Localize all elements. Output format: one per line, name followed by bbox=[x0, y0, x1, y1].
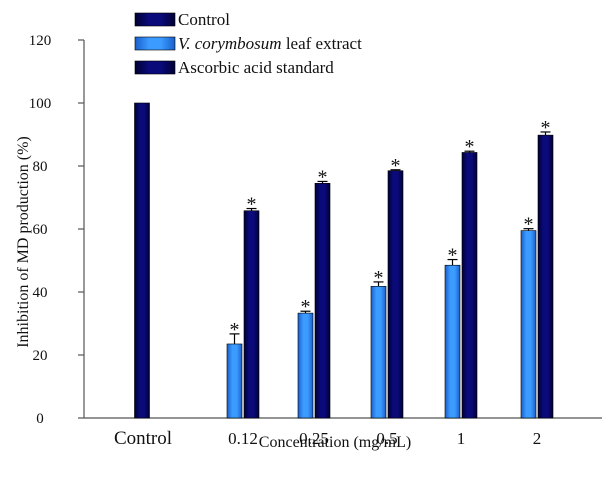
x-axis-title: Concentration (mg/mL) bbox=[259, 434, 411, 451]
bar bbox=[537, 134, 554, 419]
significance-marker: * bbox=[541, 117, 551, 139]
y-tick-label: 40 bbox=[33, 285, 48, 301]
y-axis: 0 20 40 60 80 100 120 bbox=[29, 33, 85, 427]
x-tick-label: 2 bbox=[533, 429, 542, 448]
bar bbox=[226, 343, 243, 419]
y-tick-label: 60 bbox=[33, 222, 48, 238]
y-tick-label: 100 bbox=[29, 96, 52, 112]
x-axis: Control 0.12 0.25 0.5 1 2 bbox=[84, 417, 602, 449]
significance-marker: * bbox=[230, 319, 240, 341]
bar bbox=[370, 286, 387, 419]
bar bbox=[444, 264, 461, 419]
significance-marker: * bbox=[374, 267, 384, 289]
legend-label: Control bbox=[178, 10, 230, 29]
x-tick-label: 0.5 bbox=[376, 429, 397, 448]
significance-marker: * bbox=[465, 136, 475, 158]
legend-label: V. corymbosum leaf extract bbox=[178, 34, 362, 53]
bar bbox=[387, 170, 404, 419]
bar bbox=[134, 102, 150, 419]
legend-swatch bbox=[134, 36, 176, 51]
bars: * * * * * * * * * * bbox=[134, 102, 554, 419]
legend-swatch bbox=[134, 60, 176, 75]
y-axis-title: Inhibition of MD production (%) bbox=[15, 136, 32, 348]
significance-marker: * bbox=[524, 214, 534, 236]
legend-swatch bbox=[134, 12, 176, 27]
x-tick-label: 0.12 bbox=[228, 429, 258, 448]
bar bbox=[314, 183, 331, 419]
y-tick-label: 20 bbox=[33, 348, 48, 364]
y-tick-label: 0 bbox=[36, 411, 44, 427]
legend-label: Ascorbic acid standard bbox=[178, 58, 334, 77]
bar bbox=[243, 210, 260, 419]
significance-marker: * bbox=[301, 296, 311, 318]
significance-marker: * bbox=[391, 155, 401, 177]
significance-marker: * bbox=[318, 166, 328, 188]
bar bbox=[297, 312, 314, 419]
y-tick-label: 80 bbox=[33, 159, 48, 175]
significance-marker: * bbox=[448, 245, 458, 267]
bar bbox=[461, 152, 478, 419]
significance-marker: * bbox=[247, 194, 257, 216]
legend: Control V. corymbosum leaf extract Ascorbi… bbox=[134, 10, 362, 77]
x-tick-label: 1 bbox=[457, 429, 466, 448]
x-tick-label: 0.25 bbox=[299, 429, 329, 448]
bar bbox=[520, 230, 537, 419]
x-tick-label: Control bbox=[114, 428, 172, 449]
y-tick-label: 120 bbox=[29, 33, 52, 49]
